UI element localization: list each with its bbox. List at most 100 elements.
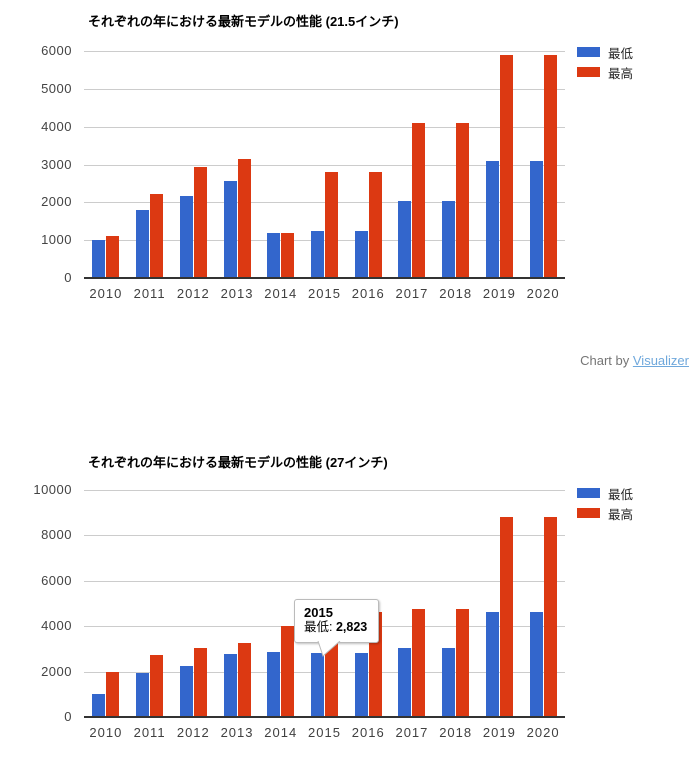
chart-title: それぞれの年における最新モデルの性能 (21.5インチ) [88, 14, 399, 29]
bar-最低-2011[interactable] [136, 672, 150, 717]
y-axis-label: 2000 [41, 194, 72, 210]
bar-最高-2014[interactable] [281, 625, 295, 717]
y-axis-label: 8000 [41, 527, 72, 543]
bar-最高-2012[interactable] [193, 647, 207, 717]
x-axis-label: 2018 [439, 286, 473, 301]
y-axis-label: 6000 [41, 572, 72, 588]
bar-最高-2018[interactable] [456, 609, 470, 717]
bar-最低-2014[interactable] [267, 652, 281, 717]
y-axis-label: 6000 [41, 43, 72, 58]
bar-最低-2016[interactable] [354, 231, 368, 278]
x-axis-label: 2017 [395, 725, 429, 740]
bar-最高-2013[interactable] [237, 643, 251, 717]
y-axis-label: 0 [64, 270, 72, 285]
y-axis-label: 1000 [41, 232, 72, 248]
legend-label: 最低 [608, 487, 634, 502]
plot-area [84, 51, 565, 278]
tooltip: 2015 最低: 2,823 [294, 599, 379, 643]
legend-item-最高: 最高 [577, 507, 633, 522]
bar-最高-2017[interactable] [412, 609, 426, 717]
x-axis-label: 2014 [264, 725, 298, 740]
bar-最高-2014[interactable] [281, 232, 295, 278]
bar-最高-2011[interactable] [150, 194, 164, 278]
chart-title: それぞれの年における最新モデルの性能 (27インチ) [88, 455, 388, 470]
y-axis-label: 4000 [41, 118, 72, 134]
gridline [84, 671, 565, 673]
gridline [84, 51, 565, 52]
tooltip-pointer [317, 641, 340, 657]
bar-最高-2010[interactable] [106, 236, 120, 278]
x-axis-label: 2018 [439, 725, 473, 740]
bar-最低-2011[interactable] [136, 210, 150, 278]
bar-最高-2019[interactable] [499, 54, 513, 278]
gridline [84, 88, 565, 90]
bar-最低-2012[interactable] [179, 665, 193, 717]
bar-最高-2020[interactable] [543, 54, 557, 278]
bar-最低-2017[interactable] [398, 648, 412, 717]
bar-最低-2020[interactable] [529, 161, 543, 278]
gridline [84, 240, 565, 242]
bar-最高-2013[interactable] [237, 158, 251, 278]
bar-最低-2015[interactable] [311, 231, 324, 278]
bar-最低-2019[interactable] [485, 612, 499, 717]
bar-最低-2013[interactable] [223, 654, 237, 717]
legend-label: 最高 [608, 66, 634, 81]
bar-最高-2017[interactable] [412, 122, 426, 278]
legend-swatch [577, 67, 600, 77]
x-axis-label: 2013 [220, 286, 254, 301]
bar-最低-2018[interactable] [442, 201, 456, 278]
bar-最高-2020[interactable] [543, 517, 557, 717]
bar-最高-2012[interactable] [193, 167, 207, 278]
x-axis-label: 2012 [176, 286, 210, 301]
bar-最低-2013[interactable] [223, 180, 237, 278]
tooltip-year: 2015 [304, 605, 333, 620]
x-axis-label: 2012 [176, 725, 210, 740]
bar-最低-2018[interactable] [442, 648, 456, 717]
gridline [84, 535, 565, 537]
x-axis-label: 2011 [133, 725, 166, 740]
bar-最低-2010[interactable] [92, 240, 106, 278]
plot-area [84, 490, 565, 717]
bar-最低-2010[interactable] [92, 694, 106, 717]
bar-最低-2015[interactable] [311, 652, 324, 717]
bar-最低-2016[interactable] [354, 652, 368, 717]
x-axis-label: 2019 [482, 286, 516, 301]
x-axis-label: 2019 [482, 725, 516, 740]
attribution: Chart by Visualizer [580, 353, 689, 368]
y-axis-label: 2000 [41, 663, 72, 679]
x-axis-label: 2015 [308, 286, 341, 301]
bar-最高-2015[interactable] [325, 172, 338, 278]
bar-最高-2011[interactable] [150, 654, 164, 717]
x-axis-label: 2014 [264, 286, 298, 301]
x-axis-line [84, 277, 565, 279]
x-axis-label: 2017 [395, 286, 429, 301]
bar-最高-2018[interactable] [456, 122, 470, 278]
visualizer-link[interactable]: Visualizer [632, 353, 689, 368]
bar-最低-2012[interactable] [179, 195, 193, 278]
bar-最低-2019[interactable] [485, 161, 499, 278]
x-axis-label: 2010 [89, 725, 123, 740]
tooltip-value-line: 最低: 2,823 [304, 620, 368, 634]
x-axis-line [84, 716, 565, 718]
bar-最高-2019[interactable] [499, 517, 513, 717]
x-axis-label: 2013 [220, 725, 254, 740]
y-axis-label: 5000 [41, 80, 72, 96]
legend-swatch [577, 47, 600, 57]
gridline [84, 490, 565, 491]
legend-item-最高: 最高 [577, 66, 633, 81]
x-axis-label: 2020 [526, 286, 560, 301]
tooltip-value: 2,823 [335, 620, 368, 634]
y-axis-label: 3000 [41, 156, 72, 172]
legend-label: 最高 [608, 507, 634, 522]
bar-最低-2020[interactable] [529, 612, 543, 717]
gridline [84, 126, 565, 128]
bar-最低-2017[interactable] [398, 201, 412, 278]
bar-最高-2016[interactable] [368, 172, 382, 278]
x-axis-label: 2020 [526, 725, 560, 740]
legend-label: 最低 [608, 46, 634, 61]
bar-最高-2010[interactable] [106, 671, 120, 717]
x-axis-label: 2011 [133, 286, 166, 301]
x-axis-label: 2010 [89, 286, 123, 301]
bar-最低-2014[interactable] [267, 232, 281, 278]
